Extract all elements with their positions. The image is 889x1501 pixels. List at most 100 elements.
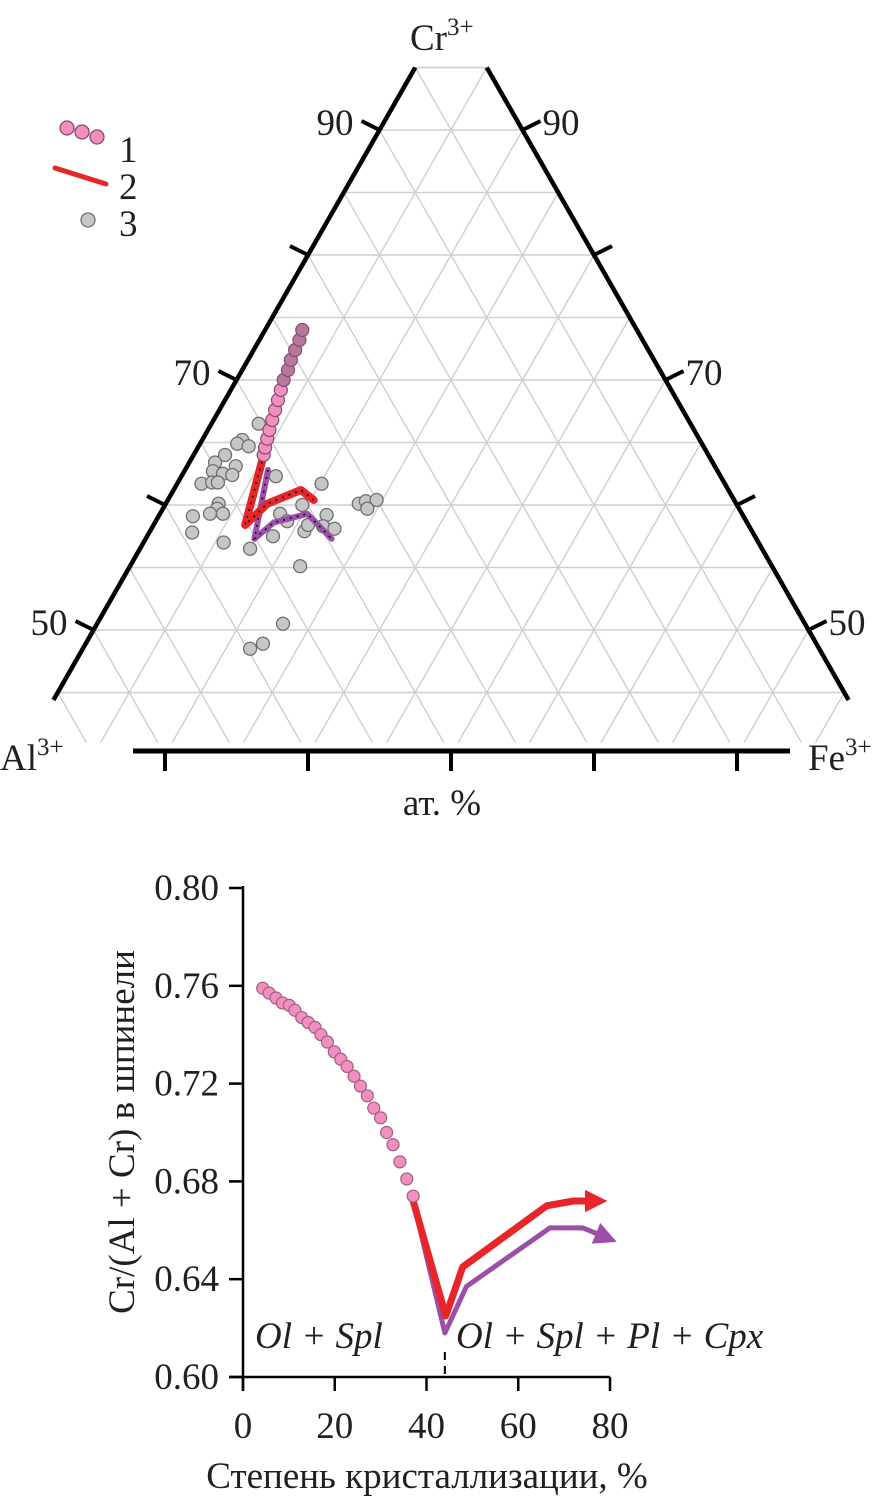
legend-marker-pink-circle [74, 124, 90, 140]
gridline-al [57, 692, 123, 743]
data-point-series-3 [216, 535, 231, 550]
gridline-al [343, 192, 695, 743]
series-2-red-line [241, 451, 318, 529]
x-tick-label: 60 [500, 1406, 537, 1447]
gridline-fe [64, 67, 488, 743]
apex-label-cr: Cr3+ [410, 14, 474, 59]
data-point-series-1 [295, 322, 310, 338]
left-axis-tick [360, 119, 381, 132]
x-axis-label: Степень кристаллизации, % [206, 1456, 648, 1497]
data-point-series-3 [210, 475, 226, 490]
data-point-series-3 [225, 467, 240, 483]
series-2-red-line [409, 1189, 608, 1320]
data-point-series-3 [292, 559, 308, 574]
data-point-series-1 [374, 1111, 388, 1125]
gridline-al [92, 629, 195, 743]
gridline-fe [636, 567, 774, 743]
y-tick-label: 0.64 [154, 1259, 219, 1300]
legend-label: 3 [119, 204, 138, 245]
series-2-purple-line [410, 1200, 617, 1336]
ternary-diagram: 90 90 70 70 50 50 Cr3+ Al3+ Fe3+ ат. % 123 [0, 14, 872, 824]
data-point-series-3 [230, 436, 245, 451]
data-point-series-3 [295, 497, 310, 513]
right-axis-tick [593, 244, 613, 257]
right-axis-tick [521, 119, 542, 132]
legend-label: 1 [119, 130, 138, 171]
data-point-series-1 [347, 1069, 361, 1083]
y-tick-label: 0.80 [154, 868, 219, 909]
data-point-series-1 [360, 1089, 374, 1103]
crystallization-chart: 0.80 0.76 0.72 0.68 0.64 0.60 0 20 40 60 80 Степень… [102, 868, 764, 1497]
right-axis-tick [664, 369, 685, 382]
data-point-series-3 [265, 529, 281, 544]
data-point-series-3 [251, 416, 266, 431]
data-point-series-1 [400, 1172, 414, 1186]
legend: 123 [52, 120, 138, 245]
gridline-fe [779, 692, 845, 743]
gridline-fe [707, 629, 810, 743]
gridline-al [271, 317, 552, 743]
data-point-series-3 [314, 476, 329, 491]
left-axis-tick [74, 619, 95, 632]
legend-marker-pink-circle [59, 120, 75, 136]
left-axis-tick [217, 369, 238, 382]
right-axis-tick [736, 494, 756, 507]
gridline-fe [493, 442, 702, 743]
y-tick-label: 0.68 [154, 1161, 219, 1202]
y-tick-label: 0.60 [154, 1357, 219, 1398]
data-point-series-3 [369, 492, 384, 508]
right-tick-label: 70 [686, 353, 723, 394]
data-point-series-1 [386, 1138, 400, 1152]
gridline-al [378, 129, 767, 743]
left-tick-label: 70 [174, 353, 211, 394]
right-tick-label: 50 [829, 603, 866, 644]
data-point-series-3 [327, 521, 342, 536]
data-point-series-1 [379, 1125, 394, 1140]
apex-label-al: Al3+ [0, 734, 64, 779]
gridline-fe [135, 129, 524, 743]
data-point-series-3 [242, 541, 258, 556]
right-tick-label: 90 [543, 103, 580, 144]
left-tick-label: 50 [31, 603, 68, 644]
gridline-al [128, 567, 266, 743]
legend-label: 2 [119, 167, 138, 208]
y-tick-label: 0.76 [154, 966, 219, 1007]
data-point-series-3 [241, 439, 256, 454]
data-point-series-3 [185, 525, 200, 540]
left-axis-tick [289, 244, 309, 257]
data-point-series-3 [202, 506, 218, 521]
apex-label-fe: Fe3+ [808, 734, 872, 779]
gridline-fe [564, 504, 738, 743]
gridline-fe [278, 254, 595, 743]
data-point-series-1 [406, 1189, 420, 1203]
gridline-fe [421, 379, 667, 743]
annotation-ol-spl: Ol + Spl [255, 1316, 383, 1357]
data-point-series-1 [340, 1059, 354, 1074]
legend-marker-red-line [52, 165, 109, 187]
data-point-series-3 [217, 447, 233, 463]
x-tick-label: 80 [592, 1406, 629, 1447]
ternary-left-axis [51, 66, 418, 702]
data-point-series-3 [185, 509, 201, 524]
data-point-series-3 [268, 469, 283, 484]
x-tick-label: 40 [408, 1406, 445, 1447]
y-axis-label: Cr/(Al + Cr) в шпинели [102, 950, 143, 1314]
right-axis-tick [807, 619, 828, 632]
series-2-purple-dots [253, 469, 333, 541]
ternary-right-axis [484, 66, 851, 702]
gridline-fe [350, 317, 631, 743]
legend-marker-pink-circle [89, 129, 105, 145]
y-tick-label: 0.72 [154, 1064, 219, 1105]
data-point-series-1 [320, 1035, 335, 1049]
data-point-series-3 [242, 641, 258, 656]
gridline-al [307, 254, 624, 743]
left-axis-tick [146, 494, 166, 507]
gridline-al [235, 379, 481, 743]
ternary-grid [57, 67, 845, 743]
data-point-series-3 [360, 501, 375, 516]
unit-label: ат. % [403, 783, 481, 824]
left-tick-label: 90 [317, 103, 354, 144]
data-point-series-1 [393, 1155, 407, 1169]
gridline-al [414, 67, 838, 743]
